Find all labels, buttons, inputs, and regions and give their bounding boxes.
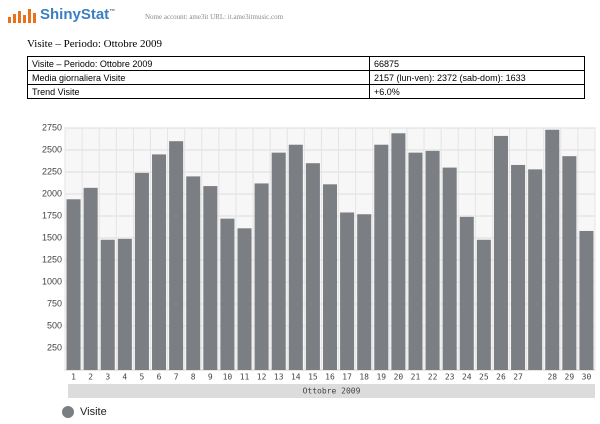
legend-marker: [62, 406, 74, 418]
bar: [511, 164, 526, 370]
x-tick-label: 23: [445, 373, 455, 382]
x-axis-label: Ottobre 2009: [303, 387, 361, 396]
table-row: Trend Visite +6.0%: [27, 84, 585, 99]
x-tick-label: 10: [223, 373, 233, 382]
x-tick-label: 25: [479, 373, 489, 382]
x-axis-band: [68, 384, 595, 398]
bar: [442, 167, 457, 370]
x-tick-label: 19: [376, 373, 386, 382]
account-info: Nome account: ame3it URL: it.ame3itmusic…: [145, 13, 284, 21]
x-tick-label: 4: [122, 373, 127, 382]
logo-name: ShinyStat: [40, 6, 110, 23]
bar: [425, 150, 440, 370]
bar: [322, 184, 338, 370]
x-tick-label: 29: [565, 373, 575, 382]
bar: [152, 154, 167, 370]
x-tick-label: 8: [191, 373, 196, 382]
legend-label: Visite: [80, 406, 107, 418]
x-tick-label: 22: [428, 373, 438, 382]
x-tick-label: 16: [325, 373, 335, 382]
y-tick-label: 750: [47, 298, 62, 308]
bar: [562, 156, 577, 370]
y-tick-label: 250: [47, 342, 62, 352]
bar: [100, 239, 115, 370]
bar: [203, 186, 218, 370]
trademark: ™: [109, 9, 116, 15]
logo: ShinyStat™: [8, 6, 115, 23]
x-tick-label: 17: [342, 373, 352, 382]
bar: [254, 183, 269, 370]
x-tick-label: 7: [174, 373, 179, 382]
bar: [288, 144, 303, 370]
x-tick-label: 28: [547, 373, 557, 382]
bar: [186, 176, 201, 370]
x-tick-label: 21: [411, 373, 421, 382]
y-tick-label: 1250: [42, 254, 62, 264]
y-tick-label: 1000: [42, 276, 62, 286]
bar: [545, 129, 560, 370]
x-tick-label: 6: [157, 373, 162, 382]
bar: [340, 212, 355, 370]
y-tick-label: 2500: [42, 144, 62, 154]
y-tick-label: 2000: [42, 188, 62, 198]
bar: [305, 163, 320, 370]
x-tick-label: 12: [257, 373, 267, 382]
bar: [237, 228, 252, 370]
bar: [374, 144, 389, 370]
x-tick-label: 27: [513, 373, 523, 382]
bar: [220, 218, 235, 370]
logo-text: ShinyStat™: [40, 6, 115, 23]
heading: Visite – Periodo: Ottobre 2009: [27, 38, 162, 50]
bar: [134, 172, 149, 370]
bar: [493, 135, 508, 370]
bar: [391, 133, 406, 370]
x-tick-label: 24: [462, 373, 472, 382]
y-tick-label: 1500: [42, 232, 62, 242]
x-tick-label: 26: [496, 373, 506, 382]
x-tick-label: 20: [394, 373, 404, 382]
bar: [357, 214, 372, 370]
x-tick-label: 3: [105, 373, 110, 382]
x-tick-label: 5: [140, 373, 145, 382]
x-tick-label: 11: [240, 373, 250, 382]
bar: [83, 187, 98, 370]
bar: [66, 199, 81, 370]
bar: [528, 169, 543, 370]
x-tick-label: 9: [208, 373, 213, 382]
summary-table: Visite – Periodo: Ottobre 2009 66875 Media…: [27, 56, 585, 99]
x-tick-label: 30: [582, 373, 592, 382]
y-tick-label: 2250: [42, 166, 62, 176]
table-cell: Trend Visite: [27, 84, 370, 99]
y-tick-label: 2750: [42, 122, 62, 132]
x-tick-label: 15: [308, 373, 318, 382]
x-tick-label: 2: [88, 373, 93, 382]
bar: [459, 216, 474, 370]
bar: [169, 141, 184, 370]
x-tick-label: 14: [291, 373, 301, 382]
y-tick-label: 1750: [42, 210, 62, 220]
table-cell: +6.0%: [369, 84, 585, 99]
bar: [408, 152, 423, 370]
x-tick-label: 1: [71, 373, 76, 382]
x-tick-label: 18: [359, 373, 369, 382]
y-tick-label: 500: [47, 320, 62, 330]
logo-icon: [8, 9, 36, 23]
bar: [579, 230, 594, 370]
bar: [271, 152, 286, 370]
bar: [476, 239, 491, 370]
x-tick-label: 13: [274, 373, 284, 382]
bar: [117, 238, 132, 370]
